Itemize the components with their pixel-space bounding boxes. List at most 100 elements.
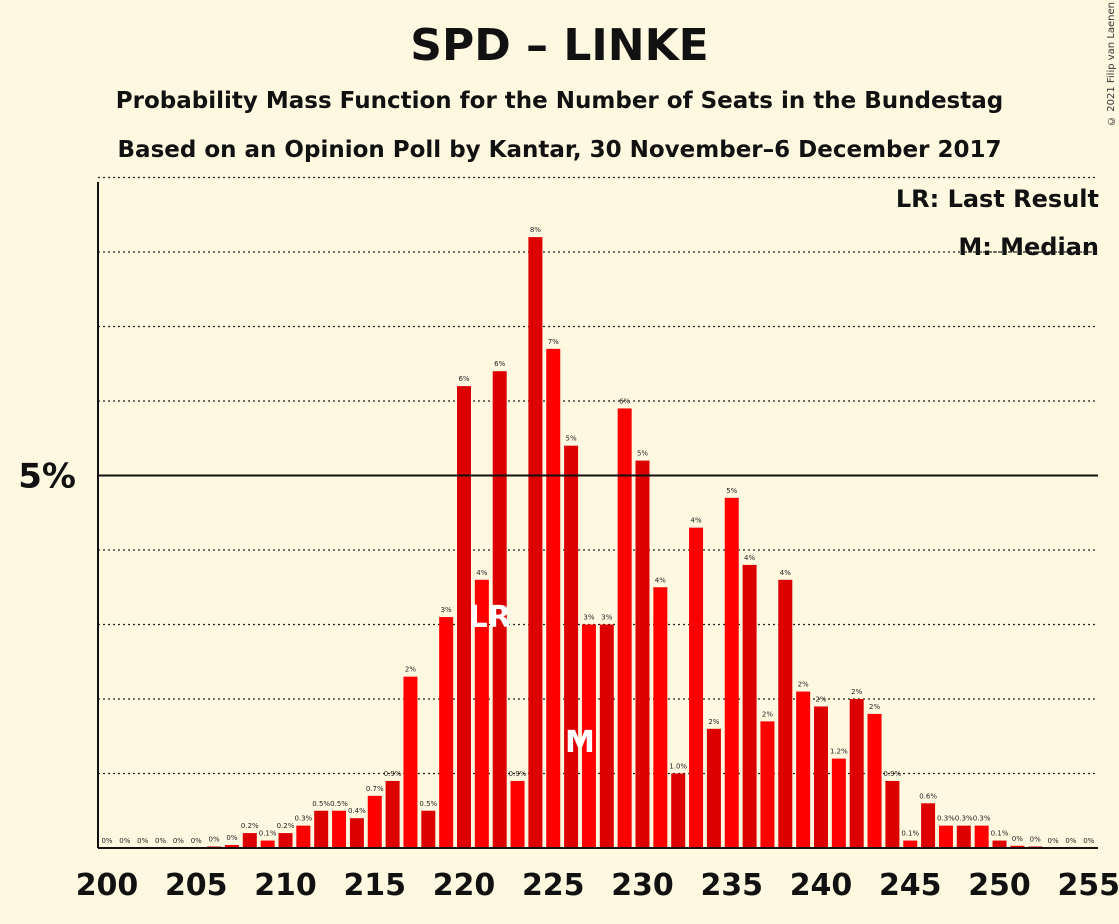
bar-value-label: 8% xyxy=(530,226,541,234)
bar xyxy=(814,706,828,848)
bar-value-label: 0.5% xyxy=(419,800,437,808)
bar-value-label: 4% xyxy=(744,554,755,562)
chart-title: SPD – LINKE xyxy=(410,20,709,71)
bar-value-label: 3% xyxy=(601,614,612,622)
bar xyxy=(885,780,900,848)
bar xyxy=(296,825,311,848)
bar xyxy=(617,408,632,848)
median-marker: M xyxy=(565,725,595,760)
bar-value-label: 0% xyxy=(1083,837,1094,845)
bar xyxy=(599,624,614,848)
bar xyxy=(992,840,1007,848)
chart-subtitle: Probability Mass Function for the Number… xyxy=(115,88,1004,114)
bar-value-label: 0.5% xyxy=(330,800,348,808)
bar-value-label: 2% xyxy=(869,703,880,711)
bar xyxy=(921,803,936,848)
x-tick-label: 220 xyxy=(433,868,496,903)
bar-value-label: 3% xyxy=(441,606,452,614)
bar xyxy=(778,579,793,848)
bar-value-label: 0.9% xyxy=(384,770,402,778)
y-tick-label: 5% xyxy=(18,457,76,497)
bar xyxy=(528,237,543,849)
bar xyxy=(760,721,775,848)
bar xyxy=(474,579,489,848)
x-tick-label: 200 xyxy=(76,868,139,903)
bar xyxy=(314,810,329,848)
bar xyxy=(671,773,686,848)
bar-value-label: 2% xyxy=(708,718,719,726)
bar xyxy=(742,564,757,848)
bar-value-label: 0.6% xyxy=(919,792,937,800)
bar-value-label: 0% xyxy=(155,837,166,845)
bar xyxy=(242,833,257,848)
x-tick-label: 205 xyxy=(165,868,228,903)
bar xyxy=(332,810,347,848)
bar-value-label: 0.3% xyxy=(955,815,973,823)
bar-value-label: 6% xyxy=(494,360,505,368)
bar-value-label: 0.9% xyxy=(884,770,902,778)
bar-value-label: 5% xyxy=(566,435,577,443)
bar-value-label: 0.4% xyxy=(348,807,366,815)
legend-median: M: Median xyxy=(958,233,1099,261)
bar-value-label: 0.5% xyxy=(312,800,330,808)
bar-value-label: 0% xyxy=(101,837,112,845)
bar-value-label: 0.1% xyxy=(901,830,919,838)
bar xyxy=(689,527,704,848)
bar xyxy=(403,676,418,848)
last-result-marker: LR xyxy=(469,600,511,635)
bar-value-label: 2% xyxy=(762,710,773,718)
x-tick-label: 230 xyxy=(611,868,674,903)
bar xyxy=(385,780,400,848)
bar-value-label: 0% xyxy=(1047,837,1058,845)
chart-source: Based on an Opinion Poll by Kantar, 30 N… xyxy=(117,137,1002,163)
bar-value-label: 6% xyxy=(619,397,630,405)
bar-value-label: 0% xyxy=(173,837,184,845)
bar-value-label: 2% xyxy=(851,688,862,696)
bar-value-label: 2% xyxy=(798,681,809,689)
x-tick-label: 245 xyxy=(879,868,942,903)
bar xyxy=(653,587,668,848)
bar-value-label: 1.2% xyxy=(830,748,848,756)
bar xyxy=(974,825,989,848)
bar xyxy=(457,386,471,848)
bar xyxy=(564,445,579,848)
bar xyxy=(938,825,953,848)
bar-value-label: 6% xyxy=(458,375,469,383)
bar-value-label: 0% xyxy=(1012,835,1023,843)
bar-value-label: 0.1% xyxy=(991,830,1009,838)
x-tick-label: 210 xyxy=(254,868,317,903)
bar-value-label: 0% xyxy=(1030,836,1041,844)
x-tick-label: 240 xyxy=(790,868,853,903)
bar-value-label: 4% xyxy=(780,569,791,577)
bar xyxy=(724,497,739,848)
bar-value-label: 0.3% xyxy=(294,815,312,823)
x-tick-label: 225 xyxy=(522,868,585,903)
bar-value-label: 4% xyxy=(655,576,666,584)
bar xyxy=(581,624,596,848)
bar-value-label: 4% xyxy=(476,569,487,577)
bar xyxy=(903,840,918,848)
bar-value-label: 5% xyxy=(637,450,648,458)
bar-value-label: 1.0% xyxy=(669,763,687,771)
bar-value-label: 3% xyxy=(583,614,594,622)
bar-value-label: 7% xyxy=(548,338,559,346)
bar xyxy=(367,795,382,848)
x-tick-label: 235 xyxy=(700,868,763,903)
bar xyxy=(635,460,650,848)
x-tick-label: 250 xyxy=(968,868,1031,903)
bar xyxy=(224,845,239,848)
bar xyxy=(421,810,436,848)
bar xyxy=(439,617,454,848)
bar-value-label: 0% xyxy=(209,836,220,844)
bar xyxy=(849,699,864,848)
bar-value-label: 0.9% xyxy=(509,770,527,778)
bar-value-label: 0% xyxy=(191,837,202,845)
bar xyxy=(796,691,811,848)
bar-value-label: 0.7% xyxy=(366,785,384,793)
bar xyxy=(706,728,721,848)
x-tick-label: 255 xyxy=(1057,868,1119,903)
bar-value-label: 4% xyxy=(690,517,701,525)
bar xyxy=(1010,845,1025,848)
bar-value-label: 0.1% xyxy=(259,830,277,838)
